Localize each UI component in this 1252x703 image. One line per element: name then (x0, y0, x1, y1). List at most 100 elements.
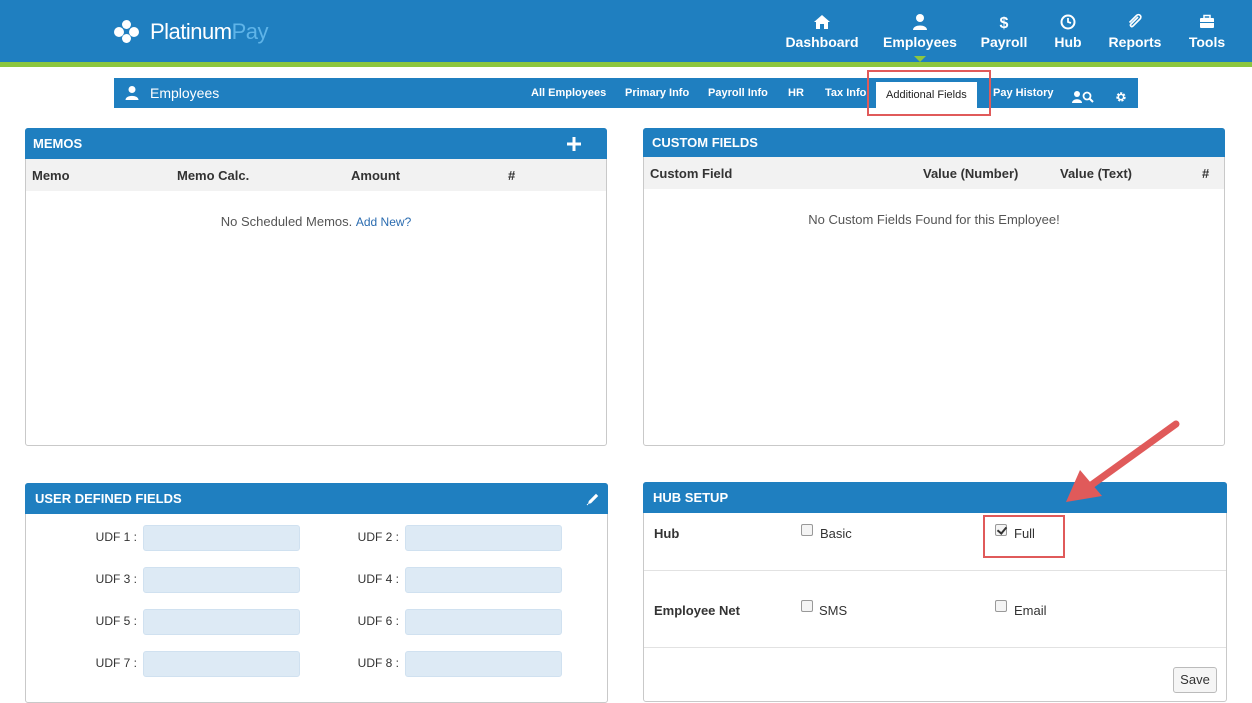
custom-fields-header: CUSTOM FIELDS (643, 128, 1225, 157)
gear-icon[interactable] (1115, 86, 1127, 102)
employees-subnav: Employees All Employees Primary Info Pay… (114, 78, 1138, 108)
nav-payroll[interactable]: $ Payroll (968, 12, 1040, 50)
edit-udf-button[interactable] (586, 483, 600, 514)
col-value-text: Value (Text) (1060, 166, 1133, 181)
memos-empty-message: No Scheduled Memos. Add New? (26, 214, 606, 229)
divider (644, 570, 1226, 571)
memos-column-header: Memo Memo Calc. Amount # (26, 159, 606, 191)
nav-label: Tools (1188, 34, 1226, 50)
custom-fields-title: CUSTOM FIELDS (652, 135, 758, 150)
memos-header: MEMOS (25, 128, 607, 159)
udf-5-input[interactable] (143, 609, 300, 635)
hub-full-checkbox[interactable] (995, 524, 1007, 536)
top-navigation-bar: PlatinumPay Dashboard Employees $ Payrol… (0, 0, 1252, 62)
briefcase-icon (1200, 14, 1214, 28)
accent-stripe (0, 62, 1252, 67)
hub-setup-title: HUB SETUP (653, 490, 729, 505)
udf-header: USER DEFINED FIELDS (25, 483, 608, 514)
dollar-icon: $ (1000, 15, 1009, 32)
tab-tax-info[interactable]: Tax Info (825, 87, 867, 99)
nav-label: Employees (883, 34, 957, 50)
svg-text:$: $ (1000, 15, 1009, 32)
tab-highlight-annotation (867, 70, 991, 116)
divider (644, 647, 1226, 648)
full-highlight-annotation (983, 515, 1065, 558)
memos-title: MEMOS (33, 136, 83, 151)
udf-3-input[interactable] (143, 567, 300, 593)
nav-label: Hub (1054, 34, 1082, 50)
annotation-arrow-icon (1066, 420, 1180, 502)
memos-panel: MEMOS Memo Memo Calc. Amount # No Schedu… (25, 128, 607, 446)
hub-setup-header: HUB SETUP (643, 482, 1227, 513)
nav-label: Payroll (980, 34, 1028, 50)
udf-1-input[interactable] (143, 525, 300, 551)
custom-fields-panel: CUSTOM FIELDS Custom Field Value (Number… (643, 128, 1225, 446)
nav-label: Dashboard (785, 34, 859, 50)
udf-3-label: UDF 3 : (95, 572, 137, 586)
udf-2-label: UDF 2 : (357, 530, 399, 544)
add-new-link[interactable]: Add New? (355, 215, 412, 229)
clock-icon (1060, 14, 1076, 30)
platinumpay-logo[interactable]: PlatinumPay (112, 17, 269, 47)
col-number: # (1202, 166, 1210, 181)
custom-fields-empty-message: No Custom Fields Found for this Employee… (808, 212, 1060, 227)
udf-title: USER DEFINED FIELDS (35, 491, 182, 506)
col-amount: Amount (351, 168, 401, 183)
logo-text: PlatinumPay (150, 19, 269, 44)
main-nav: Dashboard Employees $ Payroll Hub Report… (772, 12, 1252, 62)
tab-additional-fields[interactable]: Additional Fields (876, 82, 977, 108)
udf-5-label: UDF 5 : (95, 614, 137, 628)
nav-reports[interactable]: Reports (1096, 12, 1174, 50)
plus-icon (567, 136, 581, 151)
home-icon (814, 15, 830, 29)
udf-1-label: UDF 1 : (95, 530, 137, 544)
user-search-icon[interactable] (1072, 86, 1094, 103)
hub-label: Hub (654, 526, 680, 541)
paperclip-icon (1128, 13, 1142, 28)
tab-pay-history[interactable]: Pay History (993, 87, 1054, 99)
nav-dashboard[interactable]: Dashboard (772, 12, 872, 50)
nav-employees[interactable]: Employees (872, 12, 968, 62)
col-value-number: Value (Number) (923, 166, 1019, 181)
user-icon (125, 86, 139, 100)
email-checkbox[interactable] (995, 600, 1007, 612)
udf-4-label: UDF 4 : (357, 572, 399, 586)
col-memo-calc: Memo Calc. (177, 168, 250, 183)
nav-tools[interactable]: Tools (1174, 12, 1240, 50)
add-memo-button[interactable] (567, 128, 581, 159)
hub-basic-label: Basic (820, 526, 852, 541)
udf-4-input[interactable] (405, 567, 562, 593)
hub-basic-checkbox[interactable] (801, 524, 813, 536)
col-number: # (508, 168, 516, 183)
custom-fields-column-header: Custom Field Value (Number) Value (Text)… (644, 157, 1224, 189)
save-button[interactable]: Save (1173, 667, 1217, 693)
col-memo: Memo (32, 168, 70, 183)
active-caret (914, 56, 926, 62)
tab-primary-info[interactable]: Primary Info (625, 87, 690, 99)
col-custom-field: Custom Field (650, 166, 733, 181)
user-icon (913, 14, 927, 30)
user-defined-fields-panel: USER DEFINED FIELDS UDF 1 : UDF 2 : UDF … (25, 483, 608, 703)
memos-empty-text: No Scheduled Memos. (220, 214, 353, 229)
logo-dots-icon (112, 17, 148, 47)
udf-2-input[interactable] (405, 525, 562, 551)
udf-8-input[interactable] (405, 651, 562, 677)
tab-payroll-info[interactable]: Payroll Info (708, 87, 768, 99)
pencil-icon (586, 493, 599, 505)
subnav-title: Employees (124, 78, 219, 108)
nav-label: Reports (1108, 34, 1162, 50)
udf-6-input[interactable] (405, 609, 562, 635)
tab-all-employees[interactable]: All Employees (531, 87, 607, 99)
udf-7-label: UDF 7 : (95, 656, 137, 670)
nav-hub[interactable]: Hub (1040, 12, 1096, 50)
employee-net-label: Employee Net (654, 603, 740, 618)
sms-label: SMS (819, 603, 848, 618)
tab-hr[interactable]: HR (788, 87, 804, 99)
hub-full-label: Full (1014, 526, 1035, 541)
email-label: Email (1014, 603, 1047, 618)
subnav-title-text: Employees (150, 85, 220, 101)
sms-checkbox[interactable] (801, 600, 813, 612)
udf-7-input[interactable] (143, 651, 300, 677)
udf-6-label: UDF 6 : (357, 614, 399, 628)
udf-8-label: UDF 8 : (357, 656, 399, 670)
